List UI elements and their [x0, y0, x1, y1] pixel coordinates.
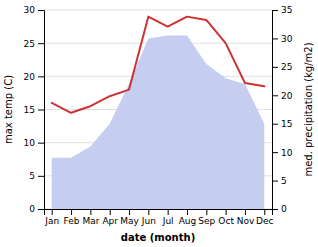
- grid-line: [44, 10, 272, 11]
- tick-label: Dec: [256, 216, 273, 226]
- tick: Jun: [141, 209, 156, 226]
- tick: Jan: [44, 209, 59, 226]
- tick-label: 20: [281, 91, 293, 101]
- tick-mark: [38, 209, 44, 210]
- tick-mark: [52, 209, 53, 215]
- tick-label: 10: [281, 148, 293, 158]
- axis-line: [38, 11, 45, 210]
- y2-axis: 0 5 10 15 20 25 30 35: [272, 5, 293, 214]
- tick-label: Feb: [64, 216, 80, 226]
- tick-label: 0: [29, 204, 35, 214]
- tick: 15: [24, 105, 44, 115]
- tick-label: 20: [24, 72, 36, 82]
- area: [52, 36, 265, 209]
- y-axis: 0 5 10 15 20 25 30: [24, 5, 45, 214]
- tick-mark: [38, 143, 44, 144]
- tick: 25: [24, 39, 44, 49]
- tick-label: Sep: [198, 216, 215, 226]
- tick-mark: [272, 152, 278, 153]
- tick: Jul: [162, 209, 174, 226]
- tick-label: 10: [24, 138, 36, 148]
- tick-mark: [206, 209, 207, 215]
- tick: 25: [272, 62, 292, 72]
- tick-mark: [272, 209, 278, 210]
- tick-label: Jan: [44, 216, 59, 226]
- tick-mark: [129, 209, 130, 215]
- tick-mark: [148, 209, 149, 215]
- tick-mark: [272, 67, 278, 68]
- tick: 15: [272, 119, 292, 129]
- tick-mark: [38, 176, 44, 177]
- tick-label: 15: [24, 105, 35, 115]
- tick: Mar: [82, 209, 99, 226]
- tick: May: [120, 209, 139, 226]
- axis-line: [273, 11, 279, 210]
- tick-label: 30: [24, 5, 36, 15]
- tick: 0: [29, 204, 44, 214]
- tick: Apr: [102, 209, 118, 226]
- tick-label: Jun: [141, 216, 156, 226]
- tick: Oct: [218, 209, 234, 226]
- tick-mark: [272, 38, 278, 39]
- tick: 35: [272, 5, 292, 15]
- tick-mark: [272, 124, 278, 125]
- tick-mark: [187, 209, 188, 215]
- grid: [44, 10, 272, 209]
- axis-line: [45, 210, 273, 216]
- tick-mark: [90, 209, 91, 215]
- tick: Dec: [256, 209, 273, 226]
- tick: 20: [272, 91, 293, 101]
- tick-label: 35: [281, 5, 292, 15]
- tick-label: Mar: [82, 216, 99, 226]
- tick-mark: [226, 209, 227, 215]
- tick: 10: [24, 138, 44, 148]
- x-axis: Jan FebMarAprMayJun Jul AugSepOctNovDec: [44, 209, 273, 226]
- tick: Feb: [64, 209, 80, 226]
- tick-label: 0: [281, 204, 287, 214]
- tick: 5: [272, 176, 287, 186]
- tick-mark: [71, 209, 72, 215]
- tick-label: Apr: [102, 216, 118, 226]
- tick-label: 30: [281, 34, 293, 44]
- tick-label: Aug: [179, 216, 197, 226]
- tick: 5: [29, 171, 44, 181]
- tick-label: Oct: [218, 216, 234, 226]
- x-axis-title: date (month): [121, 232, 195, 243]
- plot-area: [52, 17, 265, 209]
- tick: 10: [272, 148, 293, 158]
- tick-label: 15: [281, 119, 292, 129]
- tick: Nov: [237, 209, 255, 226]
- tick-label: Jul: [162, 216, 174, 226]
- tick-mark: [38, 10, 44, 11]
- y2-axis-title: med. precipitation (kg/m2): [303, 42, 314, 176]
- tick-mark: [272, 10, 278, 11]
- tick-label: 25: [281, 62, 292, 72]
- tick-mark: [272, 181, 278, 182]
- tick-label: Nov: [237, 216, 255, 226]
- tick-mark: [272, 95, 278, 96]
- tick: Sep: [198, 209, 215, 226]
- line: [52, 17, 265, 113]
- tick-label: 25: [24, 39, 35, 49]
- tick-label: 5: [281, 176, 287, 186]
- tick: 30: [272, 34, 293, 44]
- tick: 30: [24, 5, 44, 15]
- tick: Aug: [179, 209, 197, 226]
- chart: Jan FebMarAprMayJun Jul AugSepOctNovDec 0 5 10…: [0, 0, 318, 247]
- tick-mark: [168, 209, 169, 215]
- tick: 0: [272, 204, 287, 214]
- tick-mark: [264, 209, 265, 215]
- tick-mark: [110, 209, 111, 215]
- y-axis-title: max temp (C): [3, 75, 14, 144]
- tick-mark: [245, 209, 246, 215]
- tick-mark: [38, 76, 44, 77]
- tick-mark: [38, 110, 44, 111]
- tick-label: 5: [29, 171, 35, 181]
- tick: 20: [24, 72, 44, 82]
- tick-mark: [38, 43, 44, 44]
- tick-label: May: [120, 216, 139, 226]
